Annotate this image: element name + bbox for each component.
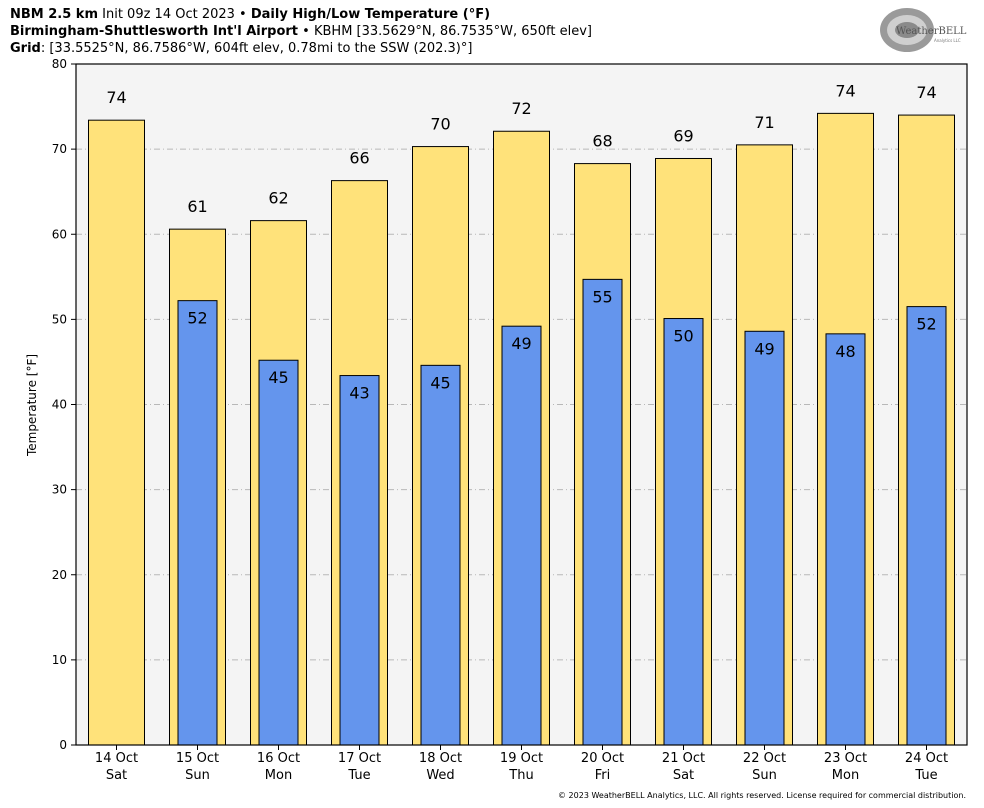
x-tick-date: 17 Oct [338,751,381,766]
low-temp-label: 55 [592,287,612,306]
high-temp-label: 68 [592,132,612,151]
y-tick-label: 0 [59,738,67,752]
high-temp-label: 72 [511,99,531,118]
y-tick-label: 60 [52,227,67,241]
low-temp-label: 49 [754,339,774,358]
low-temp-label: 45 [268,368,288,387]
low-temp-bar [663,318,704,746]
high-temp-label: 74 [916,83,936,102]
low-temp-bar [825,333,866,746]
x-tick-date: 24 Oct [905,751,948,766]
low-temp-label: 52 [916,315,936,334]
low-temp-label: 50 [673,327,693,346]
model-name: NBM 2.5 km [10,7,98,22]
low-temp-bar [177,300,218,746]
y-tick-label: 70 [52,142,67,156]
station-name: Birmingham-Shuttlesworth Int'l Airport [10,24,299,39]
y-tick-label: 50 [52,312,67,326]
y-tick-label: 40 [52,398,67,412]
x-tick-date: 18 Oct [419,751,462,766]
high-temp-label: 70 [430,115,450,134]
separator: • [298,24,314,39]
x-tick-day: Sat [106,768,127,783]
high-temp-label: 74 [106,88,126,107]
low-temp-bar [906,306,947,746]
bars [88,112,955,746]
bar-value-labels: 74 61 52 62 45 66 43 70 45 72 49 68 55 69 50 71 49 74 48 74… [106,81,936,402]
x-tick-date: 19 Oct [500,751,543,766]
x-tick-day: Tue [347,768,370,783]
x-tick-day: Sat [673,768,694,783]
x-tick-date: 15 Oct [176,751,219,766]
x-tick-date: 14 Oct [95,751,138,766]
low-temp-bar [339,375,380,746]
logo-subtext: Analytics LLC [934,38,961,43]
title-line-3: Grid: [33.5525°N, 86.7586°W, 604ft elev,… [10,40,472,57]
copyright-footer: © 2023 WeatherBELL Analytics, LLC. All r… [558,791,966,800]
x-axis: 14 Oct Sat 15 Oct Sun 16 Oct Mon 17 Oct Tue 18 O… [95,745,948,783]
title-line-2: Birmingham-Shuttlesworth Int'l Airport •… [10,23,592,40]
high-temp-label: 62 [268,189,288,208]
low-temp-bar [501,325,542,746]
y-axis-label: Temperature [°F] [25,354,39,457]
low-temp-bar [258,359,299,746]
low-temp-bar [744,330,785,746]
x-tick-day: Fri [595,768,611,783]
x-tick-day: Mon [265,768,292,783]
high-temp-label: 61 [187,197,207,216]
x-tick-day: Sun [752,768,777,783]
x-tick-day: Mon [832,768,859,783]
separator: • [234,7,251,22]
y-tick-label: 80 [52,57,67,71]
x-tick-day: Tue [914,768,937,783]
grid-label: Grid [10,41,41,56]
x-tick-day: Wed [426,768,454,783]
init-time: Init 09z 14 Oct 2023 [102,7,235,22]
x-tick-day: Sun [185,768,210,783]
y-tick-label: 30 [52,483,67,497]
x-tick-date: 22 Oct [743,751,786,766]
station-details: KBHM [33.5629°N, 86.7535°W, 650ft elev] [313,24,592,39]
high-temp-label: 69 [673,126,693,145]
weatherbell-logo: WeatherBELL Analytics LLC [880,8,967,52]
low-temp-label: 48 [835,342,855,361]
low-temp-bar [582,278,623,746]
logo-text: WeatherBELL [896,26,967,37]
low-temp-label: 45 [430,373,450,392]
low-temp-label: 52 [187,309,207,328]
y-axis: 0 10 20 30 40 50 60 70 80 [52,57,76,752]
high-temp-label: 71 [754,113,774,132]
y-tick-label: 20 [52,568,67,582]
x-tick-date: 20 Oct [581,751,624,766]
title-line-1: NBM 2.5 km Init 09z 14 Oct 2023 • Daily … [10,6,490,23]
low-temp-bar [420,364,461,746]
x-tick-date: 23 Oct [824,751,867,766]
x-tick-date: 21 Oct [662,751,705,766]
grid-details: : [33.5525°N, 86.7586°W, 604ft elev, 0.7… [40,41,473,56]
high-temp-bar [88,119,145,746]
x-tick-day: Thu [508,768,533,783]
high-temp-label: 66 [349,149,369,168]
y-tick-label: 10 [52,653,67,667]
low-temp-label: 43 [349,384,369,403]
product-name: Daily High/Low Temperature (°F) [250,7,491,22]
x-tick-date: 16 Oct [257,751,300,766]
low-temp-label: 49 [511,334,531,353]
high-temp-label: 74 [835,81,855,100]
